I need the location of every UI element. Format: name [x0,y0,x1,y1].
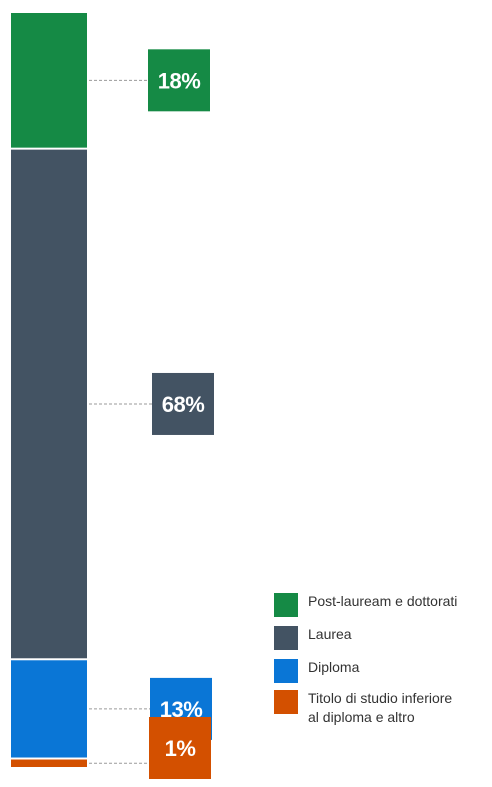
legend-swatch-diploma [274,659,298,683]
value-label-inferiore: 1% [165,736,196,761]
value-badge-post-lauream [148,49,210,112]
bar-segment-laurea [11,149,87,659]
legend-label-diploma: Diploma [308,659,360,675]
bar-segment-inferiore [11,759,87,767]
legend-label-post-lauream: Post-lauream e dottorati [308,593,458,609]
legend-item-laurea: Laurea [274,625,488,650]
legend-label-laurea: Laurea [308,626,352,642]
legend-swatch-post-lauream [274,593,298,617]
bar-segment-post-lauream [11,13,87,148]
legend-label-inferiore-line1: Titolo di studio inferiore [308,690,453,706]
value-badge-inferiore [149,717,211,779]
legend-item-diploma: Diploma [274,658,488,683]
legend-item-inferiore: Titolo di studio inferiore al diploma e … [274,689,488,727]
chart-legend: Post-lauream e dottorati Laurea Diploma … [274,592,488,727]
bar-segment-diploma [11,660,87,758]
legend-swatch-laurea [274,626,298,650]
legend-swatch-inferiore [274,690,298,714]
value-label-laurea: 68% [162,392,205,417]
legend-label-inferiore-line2: al diploma e altro [308,709,415,725]
value-label-post-lauream: 18% [158,68,201,93]
legend-item-post-lauream: Post-lauream e dottorati [274,592,488,617]
value-badge-laurea [152,372,214,435]
